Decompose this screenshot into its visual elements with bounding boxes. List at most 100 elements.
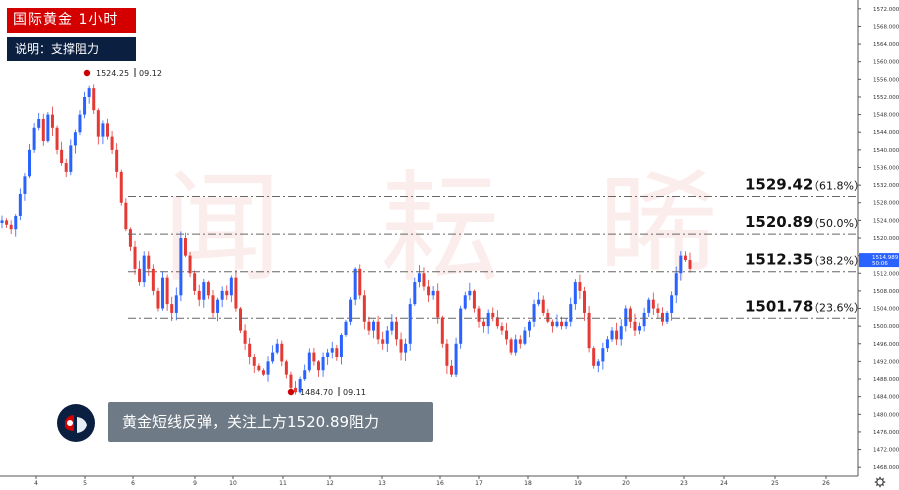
y-tick-label: 1500.000: [873, 324, 899, 330]
analyst-comment: 黄金短线反弹，关注上方1520.89阻力: [108, 402, 433, 442]
y-tick-label: 1520.000: [873, 236, 899, 242]
candle-body: [179, 238, 183, 296]
candle-body: [578, 282, 582, 291]
fib-price-label: 1512.35: [745, 251, 813, 269]
candle-body: [537, 299, 541, 305]
candle-body: [307, 352, 311, 371]
y-tick-label: 1548.000: [873, 113, 899, 119]
fib-pct-label: （50.0%）: [808, 217, 865, 230]
candle-body: [477, 308, 481, 322]
fib-price-label: 1529.42: [745, 175, 813, 193]
candle-body: [468, 290, 472, 296]
candle-body: [459, 308, 463, 344]
y-tick-label: 1532.000: [873, 183, 899, 189]
marker-dot: [83, 69, 91, 77]
marker-price-label: 1524.25: [96, 69, 129, 78]
y-tick-label: 1512.000: [873, 271, 899, 277]
candle-body: [188, 255, 192, 274]
candle-body: [436, 290, 440, 318]
candle-body: [183, 238, 187, 256]
candle-body: [642, 312, 646, 327]
fib-pct-label: （23.6%）: [808, 301, 865, 314]
candle-body: [165, 277, 169, 305]
candle-body: [422, 273, 426, 287]
candle-body: [417, 273, 421, 283]
y-tick-label: 1556.000: [873, 77, 899, 83]
x-tick-label: 24: [720, 480, 728, 487]
candle-body: [239, 308, 243, 331]
gear-tooth: [875, 483, 879, 487]
y-tick-label: 1564.000: [873, 42, 899, 48]
candle-body: [610, 330, 614, 340]
x-tick-label: 4: [34, 480, 38, 487]
candle-body: [514, 339, 518, 353]
watermark: 闻 耘 晞: [162, 160, 718, 299]
y-tick-label: 1528.000: [873, 201, 899, 207]
candle-body: [83, 96, 87, 115]
gear-tooth: [881, 477, 885, 481]
candle-body: [674, 273, 678, 296]
last-price-tag: [859, 253, 899, 268]
x-tick-label: 6: [131, 480, 135, 487]
candle-body: [505, 330, 509, 340]
candle-body: [193, 273, 197, 291]
marker-dot: [287, 388, 295, 396]
candle-body: [138, 268, 142, 283]
candle-body: [211, 295, 215, 313]
candle-body: [202, 282, 206, 300]
candle-body: [358, 268, 362, 296]
candle-body: [615, 330, 619, 340]
candle-body: [385, 330, 389, 344]
y-axis-bg: [859, 0, 899, 490]
gear-tooth: [875, 477, 879, 481]
candle-body: [60, 149, 64, 164]
x-tick-label: 23: [680, 480, 688, 487]
candle-body: [560, 321, 564, 327]
candle-body: [390, 321, 394, 331]
x-tick-label: 25: [771, 480, 779, 487]
candle-body: [156, 290, 160, 309]
candle-body: [353, 268, 357, 300]
candle-body: [78, 114, 82, 133]
candle-body: [257, 365, 261, 371]
candle-body: [583, 290, 587, 313]
y-tick-label: 1540.000: [873, 148, 899, 154]
x-tick-label: 16: [436, 480, 444, 487]
candle-body: [619, 326, 623, 340]
x-tick-label: 20: [622, 480, 630, 487]
candle-body: [413, 282, 417, 305]
candle-body: [344, 321, 348, 335]
candle-body: [486, 312, 490, 327]
candle-body: [408, 304, 412, 344]
last-price-value: 1514.989: [872, 255, 899, 261]
candle-body: [592, 348, 596, 366]
candle-body: [431, 290, 435, 296]
candle-body: [362, 295, 366, 322]
y-tick-label: 1496.000: [873, 342, 899, 348]
marker-price-label: 1484.70: [300, 388, 333, 397]
marker-date-label: 09.12: [139, 69, 162, 78]
candle-body: [628, 308, 632, 322]
candle-body: [454, 343, 458, 375]
fib-pct-label: （38.2%）: [808, 255, 865, 268]
x-tick-label: 5: [83, 480, 87, 487]
candle-body: [449, 365, 453, 375]
y-tick-label: 1480.000: [873, 412, 899, 418]
analyst-avatar-icon: [57, 404, 95, 442]
candle-body: [197, 290, 201, 300]
candle-body: [638, 326, 642, 331]
candle-body: [14, 215, 18, 230]
y-tick-label: 1508.000: [873, 289, 899, 295]
x-tick-label: 11: [279, 480, 287, 487]
y-tick-label: 1560.000: [873, 60, 899, 66]
candle-body: [376, 321, 380, 340]
candle-body: [64, 163, 68, 172]
y-tick-label: 1472.000: [873, 448, 899, 454]
candle-body: [688, 260, 692, 269]
candle-body: [151, 268, 155, 291]
x-tick-label: 13: [378, 480, 386, 487]
x-tick-label: 10: [229, 480, 237, 487]
candle-body: [523, 330, 527, 344]
candle-body: [234, 277, 238, 309]
candle-body: [37, 119, 41, 128]
